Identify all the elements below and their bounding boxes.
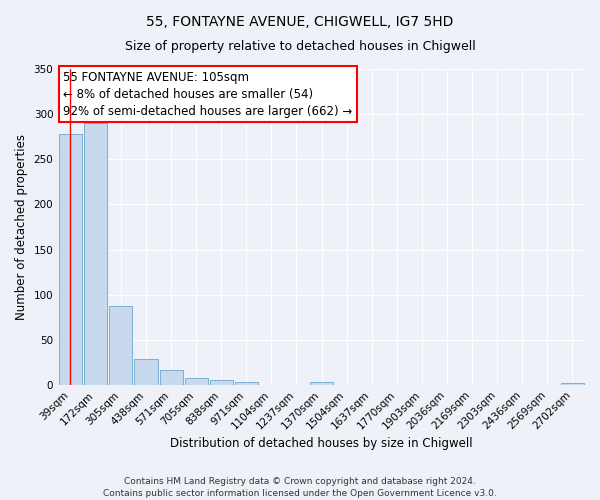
Bar <box>59 134 82 385</box>
Text: 55, FONTAYNE AVENUE, CHIGWELL, IG7 5HD: 55, FONTAYNE AVENUE, CHIGWELL, IG7 5HD <box>146 15 454 29</box>
Bar <box>235 382 258 385</box>
Text: Contains HM Land Registry data © Crown copyright and database right 2024.
Contai: Contains HM Land Registry data © Crown c… <box>103 476 497 498</box>
X-axis label: Distribution of detached houses by size in Chigwell: Distribution of detached houses by size … <box>170 437 473 450</box>
Bar <box>561 383 584 385</box>
Bar <box>134 359 158 385</box>
Bar <box>185 378 208 385</box>
Bar <box>310 382 333 385</box>
Bar <box>160 370 182 385</box>
Text: 55 FONTAYNE AVENUE: 105sqm
← 8% of detached houses are smaller (54)
92% of semi-: 55 FONTAYNE AVENUE: 105sqm ← 8% of detac… <box>64 70 353 118</box>
Bar <box>109 306 133 385</box>
Text: Size of property relative to detached houses in Chigwell: Size of property relative to detached ho… <box>125 40 475 53</box>
Bar <box>84 123 107 385</box>
Bar <box>209 380 233 385</box>
Y-axis label: Number of detached properties: Number of detached properties <box>15 134 28 320</box>
